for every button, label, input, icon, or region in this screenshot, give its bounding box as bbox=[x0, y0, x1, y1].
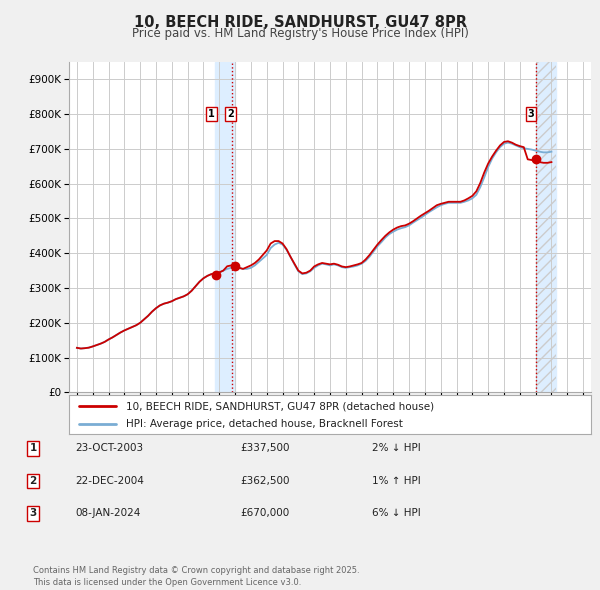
Text: 6% ↓ HPI: 6% ↓ HPI bbox=[372, 509, 421, 518]
Text: 10, BEECH RIDE, SANDHURST, GU47 8PR (detached house): 10, BEECH RIDE, SANDHURST, GU47 8PR (det… bbox=[127, 401, 434, 411]
Text: Contains HM Land Registry data © Crown copyright and database right 2025.
This d: Contains HM Land Registry data © Crown c… bbox=[33, 566, 359, 587]
Text: 22-DEC-2004: 22-DEC-2004 bbox=[75, 476, 144, 486]
Text: 3: 3 bbox=[29, 509, 37, 518]
Text: 3: 3 bbox=[527, 109, 534, 119]
Text: £670,000: £670,000 bbox=[240, 509, 289, 518]
Text: HPI: Average price, detached house, Bracknell Forest: HPI: Average price, detached house, Brac… bbox=[127, 419, 403, 429]
Text: 2: 2 bbox=[227, 109, 234, 119]
Text: £337,500: £337,500 bbox=[240, 444, 290, 453]
Text: 23-OCT-2003: 23-OCT-2003 bbox=[75, 444, 143, 453]
Text: 1: 1 bbox=[29, 444, 37, 453]
Text: 08-JAN-2024: 08-JAN-2024 bbox=[75, 509, 140, 518]
Text: 2: 2 bbox=[29, 476, 37, 486]
Bar bbox=[536, 62, 556, 392]
Text: 1% ↑ HPI: 1% ↑ HPI bbox=[372, 476, 421, 486]
Text: Price paid vs. HM Land Registry's House Price Index (HPI): Price paid vs. HM Land Registry's House … bbox=[131, 27, 469, 40]
Bar bbox=[215, 62, 235, 392]
Text: 1: 1 bbox=[208, 109, 215, 119]
Text: 10, BEECH RIDE, SANDHURST, GU47 8PR: 10, BEECH RIDE, SANDHURST, GU47 8PR bbox=[133, 15, 467, 30]
Text: £362,500: £362,500 bbox=[240, 476, 290, 486]
Bar bbox=[536, 62, 556, 392]
Text: 2% ↓ HPI: 2% ↓ HPI bbox=[372, 444, 421, 453]
